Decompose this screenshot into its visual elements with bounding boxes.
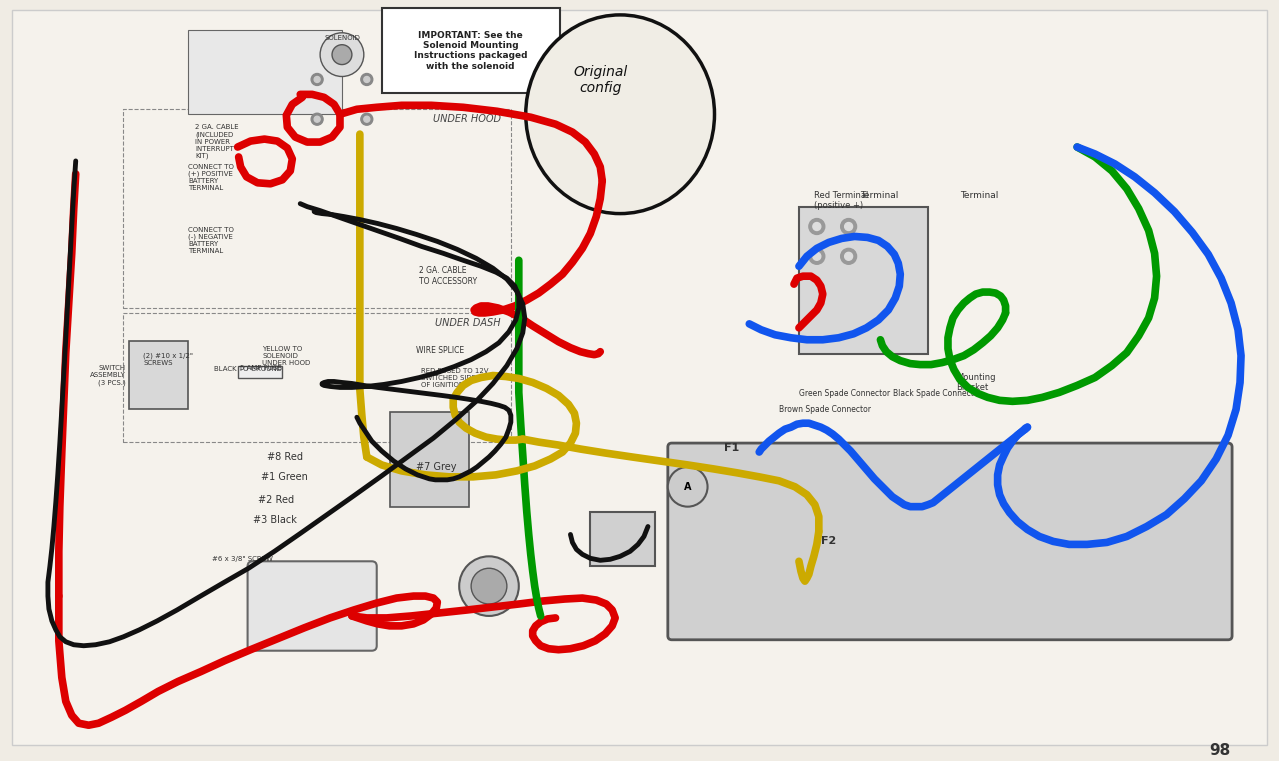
Bar (799, 207, 929, 354)
Text: RED FUSED TO 12V
SWITCHED SIDE
OF IGNITION: RED FUSED TO 12V SWITCHED SIDE OF IGNITI… (422, 368, 489, 387)
Bar (123, 110, 510, 308)
FancyBboxPatch shape (668, 443, 1232, 640)
Circle shape (813, 222, 821, 231)
Text: BLACK TO GROUND: BLACK TO GROUND (214, 365, 281, 371)
FancyBboxPatch shape (12, 10, 1267, 745)
Bar (123, 313, 510, 442)
Text: Black Spade Connector: Black Spade Connector (893, 390, 982, 399)
Circle shape (459, 556, 519, 616)
Circle shape (813, 253, 821, 260)
Text: SWITCH
ASSEMBLY
(3 PCS.): SWITCH ASSEMBLY (3 PCS.) (90, 365, 125, 386)
Text: 98: 98 (1210, 743, 1230, 758)
Text: WIRE SPLICE: WIRE SPLICE (417, 345, 464, 355)
Text: CONNECT TO
(+) POSITIVE
BATTERY
TERMINAL: CONNECT TO (+) POSITIVE BATTERY TERMINAL (188, 164, 234, 192)
Text: #3 Black: #3 Black (252, 514, 297, 524)
FancyBboxPatch shape (381, 8, 559, 94)
Text: YELLOW TO
SOLENOID
UNDER HOOD: YELLOW TO SOLENOID UNDER HOOD (262, 345, 311, 366)
Text: F2: F2 (821, 537, 836, 546)
Text: 2 GA. CABLE
TO ACCESSORY: 2 GA. CABLE TO ACCESSORY (420, 266, 477, 285)
Circle shape (333, 45, 352, 65)
Circle shape (844, 253, 853, 260)
Circle shape (363, 116, 370, 123)
Circle shape (808, 218, 825, 234)
Text: 2 GA. CABLE
(INCLUDED
IN POWER
INTERRUPT
KIT): 2 GA. CABLE (INCLUDED IN POWER INTERRUPT… (194, 124, 239, 159)
Text: Green Spade Connector: Green Spade Connector (799, 390, 890, 399)
Circle shape (320, 33, 363, 77)
Text: UNDER HOOD: UNDER HOOD (432, 114, 501, 124)
Circle shape (315, 116, 320, 123)
Text: Brown Spade Connector: Brown Spade Connector (779, 406, 871, 414)
Bar (188, 30, 341, 114)
Circle shape (844, 222, 853, 231)
Text: #1 Green: #1 Green (261, 472, 307, 482)
Circle shape (361, 113, 372, 125)
Circle shape (840, 248, 857, 264)
Text: #7 Grey: #7 Grey (417, 462, 457, 472)
Text: Red Terminal
(positive +): Red Terminal (positive +) (813, 191, 868, 210)
Bar (390, 412, 469, 507)
Text: #2 Red: #2 Red (257, 495, 294, 505)
Circle shape (311, 113, 324, 125)
FancyBboxPatch shape (248, 562, 377, 651)
Circle shape (840, 218, 857, 234)
Text: UNDER DASH: UNDER DASH (435, 318, 501, 328)
Text: Mounting
Bracket: Mounting Bracket (955, 373, 995, 392)
Text: 5 AMP FUSE: 5 AMP FUSE (239, 365, 281, 371)
Text: #6 x 3/8" SCREW: #6 x 3/8" SCREW (212, 556, 272, 562)
Text: Terminal: Terminal (861, 191, 899, 199)
Text: F1: F1 (724, 443, 739, 453)
FancyBboxPatch shape (129, 341, 188, 409)
Text: A: A (683, 480, 692, 493)
Text: Original
config: Original config (573, 65, 628, 95)
Circle shape (311, 74, 324, 85)
Circle shape (361, 74, 372, 85)
Ellipse shape (526, 15, 715, 214)
Bar (238, 365, 283, 377)
Text: (2) #10 x 1/2"
SCREWS: (2) #10 x 1/2" SCREWS (143, 352, 193, 366)
Circle shape (668, 467, 707, 507)
Circle shape (808, 248, 825, 264)
Text: IMPORTANT: See the
Solenoid Mounting
Instructions packaged
with the solenoid: IMPORTANT: See the Solenoid Mounting Ins… (414, 30, 527, 71)
Circle shape (363, 77, 370, 82)
Text: SOLENOID: SOLENOID (324, 35, 359, 41)
Text: CONNECT TO
(-) NEGATIVE
BATTERY
TERMINAL: CONNECT TO (-) NEGATIVE BATTERY TERMINAL (188, 227, 234, 254)
Circle shape (315, 77, 320, 82)
Circle shape (471, 568, 506, 604)
Bar (591, 511, 655, 566)
Text: A: A (684, 482, 692, 492)
Text: Terminal: Terminal (959, 191, 999, 199)
Text: #8 Red: #8 Red (267, 452, 303, 462)
